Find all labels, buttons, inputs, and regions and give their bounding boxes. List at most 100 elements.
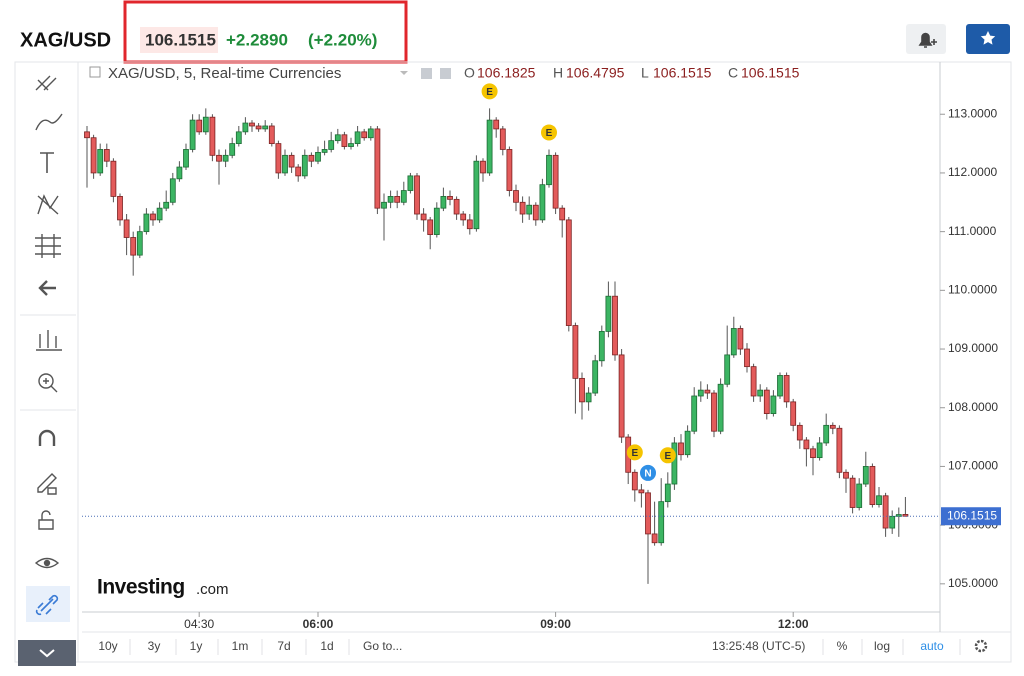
candle-body xyxy=(466,219,473,230)
candle-body xyxy=(453,198,460,215)
range-button[interactable]: 1y xyxy=(190,639,203,653)
candle-body xyxy=(440,196,447,209)
candle-body xyxy=(572,325,579,379)
candle-body xyxy=(97,149,104,174)
link-tool[interactable] xyxy=(35,594,59,616)
series-menu[interactable] xyxy=(400,71,408,75)
text-tool[interactable] xyxy=(40,152,54,173)
candle-body xyxy=(262,125,269,130)
candle-body xyxy=(810,448,816,459)
candle-body xyxy=(546,154,552,186)
candle-body xyxy=(229,143,236,156)
visibility-tool[interactable] xyxy=(34,557,60,569)
range-button[interactable]: 7d xyxy=(277,639,290,653)
collapse-legend[interactable] xyxy=(89,66,101,78)
pattern-tool[interactable] xyxy=(37,194,59,215)
candle-body xyxy=(176,166,183,180)
candle-body xyxy=(328,140,335,150)
candle-body xyxy=(374,128,381,209)
candle-body xyxy=(763,389,770,415)
series-settings[interactable] xyxy=(440,68,451,79)
candle-body xyxy=(717,383,724,432)
candle-body xyxy=(612,295,618,356)
event-marker[interactable] xyxy=(659,447,676,464)
y-tick-label: 109.0000 xyxy=(948,341,998,355)
measure-tool[interactable] xyxy=(36,330,62,351)
lock-drawing-tool[interactable] xyxy=(37,473,57,495)
range-button[interactable]: 1d xyxy=(320,639,333,653)
range-button[interactable]: 3y xyxy=(148,639,161,653)
drawing-toolbar xyxy=(34,75,63,569)
candle-body xyxy=(400,190,407,203)
goto-button[interactable]: Go to... xyxy=(363,639,402,653)
price-change: +2.2890 xyxy=(226,30,288,49)
open-label: O xyxy=(464,65,475,81)
candle-body xyxy=(222,154,229,162)
candle-body xyxy=(414,175,420,215)
candle-body xyxy=(711,392,717,432)
auto-button[interactable]: auto xyxy=(920,639,944,653)
last-price: 106.1515 xyxy=(145,30,216,49)
brush-tool[interactable] xyxy=(35,113,63,131)
candle-body xyxy=(796,424,803,441)
candle-body xyxy=(341,134,348,147)
crosshair-tool[interactable] xyxy=(35,75,57,91)
candle-body xyxy=(592,360,599,394)
candle-body xyxy=(697,389,704,397)
magnet-tool[interactable] xyxy=(38,429,56,446)
candle-body xyxy=(605,295,612,332)
candle-body xyxy=(889,515,896,529)
fib-tool[interactable] xyxy=(35,234,61,258)
settings-button[interactable] xyxy=(974,639,988,653)
candle-body xyxy=(704,389,711,394)
back-tool[interactable] xyxy=(38,280,56,296)
range-button[interactable]: 1m xyxy=(232,639,249,653)
symbol: XAG/USD xyxy=(20,29,111,51)
price-background xyxy=(140,27,218,53)
candle-body xyxy=(130,237,137,256)
candle-body xyxy=(790,401,797,426)
candle-body xyxy=(334,134,341,142)
favorite-button[interactable] xyxy=(966,24,1010,54)
candle-body xyxy=(882,495,889,529)
event-label: E xyxy=(664,451,671,462)
clock: 13:25:48 (UTC-5) xyxy=(712,639,805,653)
candle-body xyxy=(829,424,836,429)
series-title: XAG/USD, 5, Real-time Currencies xyxy=(108,65,341,82)
candle-body xyxy=(117,196,123,221)
low-value: 106.1515 xyxy=(653,65,712,81)
range-button[interactable]: 10y xyxy=(98,639,117,653)
y-tick-label: 110.0000 xyxy=(948,283,997,297)
candle-body xyxy=(519,201,526,215)
candle-body xyxy=(724,354,731,385)
candle-body xyxy=(598,331,605,362)
candle-body xyxy=(730,328,737,356)
percent-button[interactable]: % xyxy=(837,639,848,653)
unlock-tool[interactable] xyxy=(38,510,54,530)
toolbar-toggle[interactable] xyxy=(18,640,76,666)
y-tick-label: 105.0000 xyxy=(948,576,998,590)
candle-body xyxy=(862,466,869,485)
y-tick-label: 113.0000 xyxy=(948,106,997,120)
log-button[interactable]: log xyxy=(874,639,890,653)
event-marker[interactable] xyxy=(541,124,557,141)
price-change-percent: (+2.20%) xyxy=(308,30,377,49)
candle-body xyxy=(651,533,658,544)
candle-body xyxy=(532,204,539,221)
candle-body xyxy=(506,149,513,191)
candle-body xyxy=(645,492,651,535)
candle-body xyxy=(493,119,500,130)
candle-body xyxy=(123,219,130,238)
event-marker[interactable] xyxy=(481,83,498,100)
event-marker[interactable] xyxy=(640,464,656,481)
zoom-tool[interactable] xyxy=(38,373,54,389)
candle-body xyxy=(136,231,143,256)
candle-body xyxy=(757,389,764,397)
candle-body xyxy=(282,154,288,174)
candle-body xyxy=(638,489,645,494)
event-marker[interactable] xyxy=(626,444,643,461)
alert-button[interactable] xyxy=(906,24,946,54)
series-visibility[interactable] xyxy=(421,68,432,79)
candle-body xyxy=(249,122,255,127)
